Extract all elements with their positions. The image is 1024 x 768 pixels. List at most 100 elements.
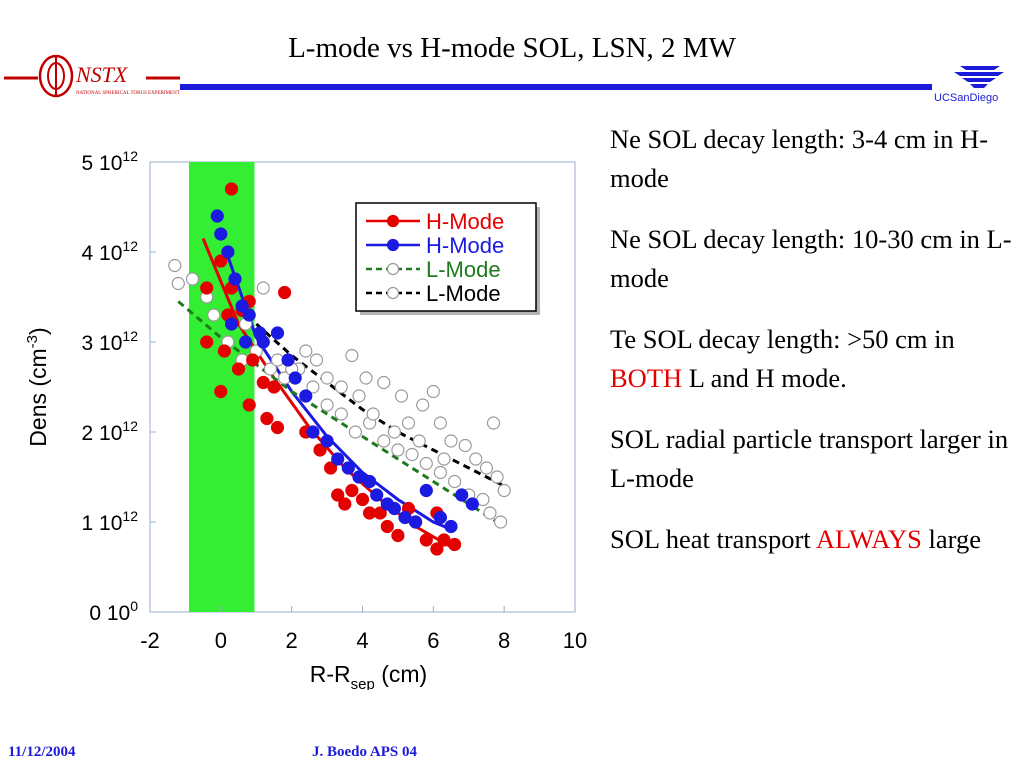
data-point-series-1 bbox=[224, 182, 239, 196]
data-point-series-3 bbox=[306, 380, 320, 394]
data-point-series-2 bbox=[242, 308, 256, 322]
title-rule bbox=[180, 84, 932, 90]
note-5-text-end: large bbox=[921, 524, 981, 554]
note-5: SOL heat transport ALWAYS large bbox=[610, 520, 1020, 559]
data-point-series-1 bbox=[270, 420, 285, 435]
note-2: Ne SOL decay length: 10-30 cm in L-mode bbox=[610, 220, 1020, 298]
data-point-series-4 bbox=[479, 461, 494, 475]
data-point-series-2 bbox=[288, 371, 302, 385]
data-point-series-1 bbox=[200, 335, 214, 349]
data-point-series-2 bbox=[270, 326, 285, 340]
data-point-series-1 bbox=[324, 461, 338, 475]
data-point-series-4 bbox=[387, 425, 401, 439]
legend-marker-4 bbox=[386, 286, 400, 300]
note-1: Ne SOL decay length: 3-4 cm in H-mode bbox=[610, 120, 1020, 198]
data-point-series-2 bbox=[433, 510, 447, 525]
data-point-series-2 bbox=[214, 227, 228, 241]
data-point-series-2 bbox=[228, 272, 242, 286]
note-3: Te SOL decay length: >50 cm in BOTH L an… bbox=[610, 320, 1020, 398]
data-point-series-1 bbox=[278, 285, 292, 300]
data-point-series-2 bbox=[235, 299, 249, 313]
slide-title: L-mode vs H-mode SOL, LSN, 2 MW bbox=[288, 32, 736, 64]
footer-author: J. Boedo APS 04 bbox=[312, 744, 418, 760]
data-point-series-3 bbox=[405, 447, 419, 462]
data-point-series-4 bbox=[416, 398, 430, 412]
chart-axes-layer: -2 0 2 4 6 8 10 0 100 1 1012 2 1012 3 1012 4 1012 5 … bbox=[24, 148, 587, 690]
y-tick-label: 5 1012 bbox=[82, 148, 139, 175]
footer-date: 11/12/2004 bbox=[8, 744, 76, 760]
data-point-series-2 bbox=[281, 353, 295, 367]
legend-marker-2 bbox=[386, 238, 400, 252]
data-point-series-1 bbox=[313, 443, 327, 457]
data-point-series-1 bbox=[345, 483, 359, 498]
data-point-series-1 bbox=[214, 254, 228, 268]
data-point-series-4 bbox=[168, 258, 182, 273]
data-point-series-3 bbox=[391, 443, 405, 457]
data-point-series-1 bbox=[448, 537, 462, 552]
data-point-series-4 bbox=[345, 348, 359, 363]
data-point-series-3 bbox=[419, 456, 433, 471]
note-3-text: Te SOL decay length: >50 cm in bbox=[610, 324, 955, 354]
data-point-series-2 bbox=[210, 209, 224, 223]
data-point-series-1 bbox=[214, 384, 228, 399]
data-point-series-3 bbox=[334, 407, 348, 421]
legend-label-1: H-Mode bbox=[426, 209, 504, 234]
y-tick-label: 3 1012 bbox=[82, 328, 139, 355]
data-point-series-2 bbox=[221, 245, 235, 259]
data-point-series-4 bbox=[299, 344, 313, 358]
ucsd-logo-text: UCSanDiego bbox=[934, 92, 999, 104]
note-4: SOL radial particle transport larger in … bbox=[610, 420, 1020, 498]
nstx-logo: NSTX NATIONAL SPHERICAL TORUS EXPERIMENT bbox=[4, 54, 180, 98]
data-point-series-3 bbox=[320, 398, 334, 412]
data-point-series-2 bbox=[239, 335, 253, 349]
x-tick-label: 10 bbox=[563, 628, 587, 653]
data-point-series-3 bbox=[483, 506, 497, 520]
data-point-series-1 bbox=[246, 353, 260, 367]
data-point-series-2 bbox=[419, 483, 433, 498]
data-point-series-4 bbox=[412, 434, 426, 448]
data-point-series-4 bbox=[394, 389, 409, 403]
data-point-series-4 bbox=[256, 281, 270, 295]
data-point-series-2 bbox=[299, 389, 313, 403]
note-5-highlight: ALWAYS bbox=[815, 524, 922, 554]
data-point-series-3 bbox=[494, 515, 508, 529]
y-tick-label: 1 1012 bbox=[82, 508, 139, 535]
data-point-series-2 bbox=[387, 501, 401, 516]
legend-label-4: L-Mode bbox=[426, 281, 501, 306]
x-tick-label: 2 bbox=[286, 628, 298, 653]
y-tick-label: 4 1012 bbox=[82, 238, 139, 265]
note-4-text: SOL radial particle transport larger in … bbox=[610, 424, 1009, 493]
data-point-series-1 bbox=[373, 506, 387, 520]
fit-line-series-3 bbox=[177, 300, 506, 528]
data-point-series-4 bbox=[490, 470, 504, 484]
x-tick-label: -2 bbox=[140, 628, 160, 653]
data-point-series-4 bbox=[309, 353, 324, 367]
y-tick-label: 0 100 bbox=[89, 598, 138, 625]
data-point-series-2 bbox=[465, 497, 479, 511]
data-point-series-4 bbox=[359, 371, 373, 385]
legend-marker-3 bbox=[386, 262, 400, 276]
data-point-series-2 bbox=[256, 335, 270, 349]
y-tick-label: 2 1012 bbox=[82, 418, 139, 445]
data-point-series-4 bbox=[458, 438, 472, 453]
data-point-series-3 bbox=[207, 308, 221, 322]
data-point-series-4 bbox=[497, 483, 511, 498]
data-point-series-4 bbox=[437, 452, 451, 466]
data-point-series-2 bbox=[363, 474, 377, 489]
data-point-series-4 bbox=[377, 375, 391, 390]
data-point-series-1 bbox=[260, 411, 274, 426]
data-point-series-2 bbox=[224, 317, 239, 331]
data-point-series-2 bbox=[341, 461, 355, 475]
data-point-series-1 bbox=[430, 542, 444, 556]
data-point-series-4 bbox=[469, 452, 483, 466]
note-5-text: SOL heat transport bbox=[610, 524, 816, 554]
data-point-series-2 bbox=[455, 488, 469, 502]
data-point-series-1 bbox=[217, 344, 231, 358]
data-point-series-4 bbox=[334, 380, 348, 394]
data-point-series-3 bbox=[171, 276, 185, 291]
data-point-series-3 bbox=[185, 272, 200, 286]
ucsd-logo: UCSanDiego bbox=[930, 60, 1022, 108]
data-point-series-4 bbox=[426, 384, 440, 399]
note-1-text: Ne SOL decay length: 3-4 cm in H-mode bbox=[610, 124, 989, 193]
